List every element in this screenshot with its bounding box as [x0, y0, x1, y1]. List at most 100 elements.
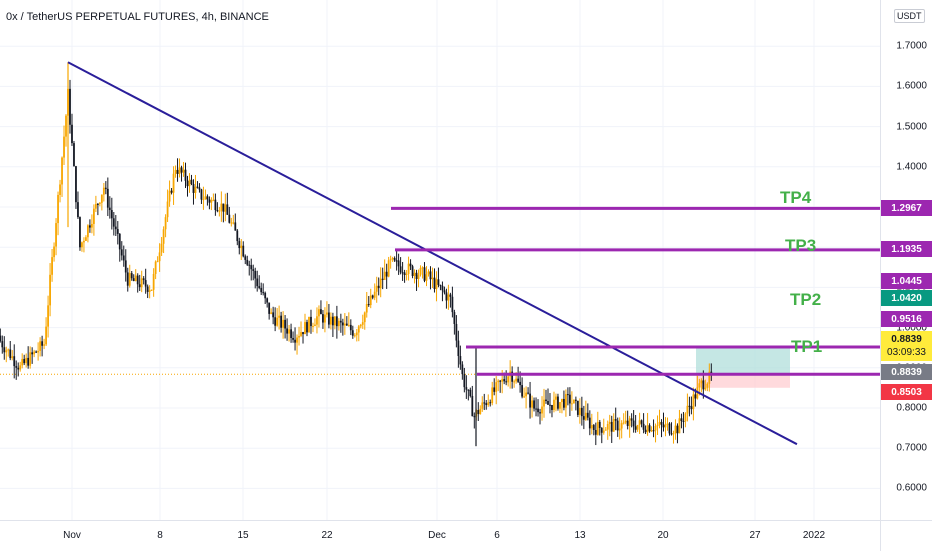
candle-body [379, 278, 382, 289]
candle-body [636, 425, 639, 430]
candle-body [146, 286, 149, 292]
candle-body [433, 277, 436, 290]
candle-body [3, 347, 6, 353]
candle-body [425, 274, 428, 281]
candle-body [339, 320, 342, 323]
price-tick-label: 1.4000 [896, 161, 927, 173]
candle-body [682, 421, 685, 423]
tp2-label[interactable]: TP2 [790, 290, 822, 309]
candle-body [642, 423, 645, 430]
candle-body [443, 290, 446, 293]
candle-body [23, 358, 26, 364]
candle-body [5, 350, 8, 353]
candle-body [664, 424, 667, 428]
candle-body [467, 389, 470, 391]
candle-body [457, 340, 460, 357]
candle-body [477, 409, 480, 415]
candle-body [423, 267, 426, 281]
candle-body [43, 344, 45, 346]
candle-body [264, 292, 267, 299]
candle-body [387, 260, 390, 277]
time-tick-label: Nov [63, 530, 81, 541]
candle-body [116, 229, 119, 234]
candle-body [77, 202, 79, 218]
candle-body [306, 322, 308, 333]
candle-body [539, 412, 541, 414]
candle-body [584, 412, 587, 420]
candle-body [15, 366, 18, 368]
candle-body [190, 179, 193, 185]
candle-body [618, 428, 621, 431]
candle-body [324, 314, 326, 323]
candle-body [25, 357, 28, 364]
candle-body [112, 218, 115, 227]
candle-body [278, 315, 281, 318]
candle-body [543, 399, 545, 407]
candle-body [351, 330, 354, 336]
candle-body [511, 371, 514, 382]
candle-body [29, 352, 32, 366]
candle-body [49, 274, 51, 306]
time-axis[interactable]: Nov 8 15 22 Dec 6 13 20 27 2022 [0, 520, 880, 551]
candle-body [469, 389, 472, 396]
candle-body [419, 268, 422, 275]
candle-body [35, 351, 38, 353]
candle-body [413, 272, 416, 276]
price-tick-label: 1.6000 [896, 80, 927, 92]
candle-body [91, 223, 93, 228]
candle-body [124, 260, 127, 273]
tp4-label[interactable]: TP4 [780, 188, 812, 207]
currency-badge[interactable]: USDT [894, 9, 925, 23]
tp3-label[interactable]: TP3 [785, 236, 817, 255]
price-chart[interactable] [0, 0, 880, 520]
candle-body [138, 284, 141, 288]
candle-body [567, 394, 569, 396]
chart-pane[interactable]: 0x / TetherUS PERPETUAL FUTURES, 4h, BIN… [0, 0, 880, 520]
candle-body [523, 396, 525, 398]
time-tick-label: Dec [428, 530, 446, 541]
candle-body [296, 337, 298, 343]
candle-body [79, 217, 81, 248]
candle-body [634, 426, 637, 430]
candle-body [650, 430, 653, 432]
candle-body [144, 280, 147, 287]
price-tick-label: 0.6000 [896, 482, 927, 494]
candle-body [517, 378, 520, 382]
candle-body [166, 201, 169, 218]
tp1-label[interactable]: TP1 [791, 337, 823, 356]
candle-body [288, 329, 290, 334]
candle-body [383, 271, 386, 280]
candle-body [230, 222, 233, 224]
candle-body [656, 425, 659, 427]
symbol-title[interactable]: 0x / TetherUS PERPETUAL FUTURES, 4h, BIN… [6, 11, 269, 23]
candle-body [620, 423, 623, 429]
candle-body [210, 199, 213, 203]
candle-body [405, 273, 408, 275]
candle-body [302, 332, 304, 335]
candle-body [535, 408, 537, 410]
candle-body [559, 402, 561, 409]
candle-body [700, 380, 703, 384]
candle-body [194, 186, 197, 193]
candle-body [208, 199, 211, 203]
time-tick-label: 2022 [802, 530, 826, 541]
candle-body [531, 400, 533, 408]
price-label-current: 0.8839 03:09:33 [881, 331, 932, 361]
candle-body [104, 187, 107, 189]
candle-body [481, 402, 484, 409]
candle-body [371, 295, 374, 298]
price-label-tp2: 0.9516 [881, 311, 932, 327]
price-tick-label: 1.7000 [896, 40, 927, 52]
candle-body [630, 418, 633, 421]
candle-body [612, 419, 615, 432]
candle-body [98, 202, 101, 204]
price-axis[interactable]: 1.70001.60001.50001.40001.30001.20001.10… [880, 0, 932, 520]
candle-body [582, 416, 585, 420]
candle-body [244, 256, 247, 260]
candle-body [545, 399, 547, 402]
candle-body [17, 367, 20, 370]
candle-body [359, 324, 362, 327]
candle-body [638, 420, 641, 426]
candle-body [461, 364, 464, 375]
candle-body [256, 278, 259, 287]
